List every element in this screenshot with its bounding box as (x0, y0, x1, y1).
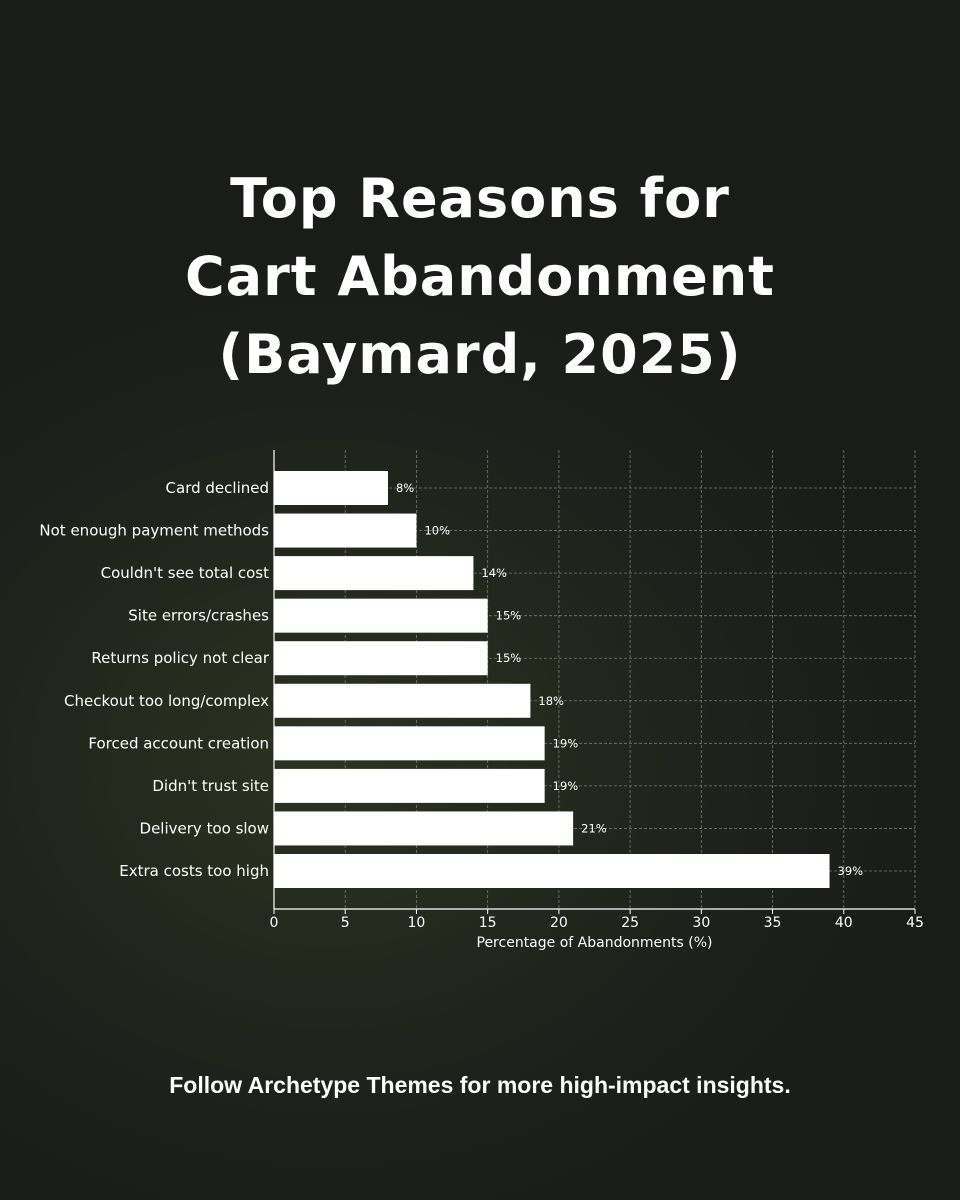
bar (274, 641, 488, 676)
category-label: Couldn't see total cost (101, 564, 269, 582)
data-label: 10% (424, 524, 450, 538)
bar (274, 683, 531, 718)
bar (274, 556, 474, 591)
x-tick-label: 0 (270, 915, 279, 931)
category-label: Delivery too slow (140, 819, 269, 837)
bar (274, 726, 545, 761)
bar (274, 811, 574, 846)
title-line-3: (Baymard, 2025) (218, 323, 742, 386)
x-tick-label: 25 (621, 915, 639, 931)
x-tick-label: 40 (835, 915, 853, 931)
footer-cta: Follow Archetype Themes for more high-im… (169, 1072, 791, 1098)
data-label: 15% (496, 651, 522, 665)
category-label: Card declined (166, 479, 269, 497)
data-label: 8% (396, 481, 414, 495)
bar (274, 471, 388, 505)
data-label: 19% (553, 779, 579, 793)
data-label: 14% (481, 566, 507, 580)
x-tick-label: 30 (692, 915, 710, 931)
category-label: Site errors/crashes (128, 607, 269, 625)
category-label: Forced account creation (88, 734, 269, 752)
category-label: Checkout too long/complex (64, 692, 269, 710)
x-tick-label: 15 (479, 915, 497, 931)
title-line-2: Cart Abandonment (185, 245, 775, 308)
bar (274, 513, 417, 548)
category-label: Extra costs too high (119, 862, 269, 880)
x-tick-label: 45 (906, 915, 924, 931)
data-label: 19% (553, 736, 579, 750)
bar (274, 768, 545, 803)
bar (274, 854, 830, 888)
data-label: 15% (496, 609, 522, 623)
x-tick-label: 10 (408, 915, 426, 931)
category-label: Didn't trust site (152, 777, 269, 795)
x-tick-label: 20 (550, 915, 568, 931)
page-title: Top Reasons for Cart Abandonment (Baymar… (0, 160, 960, 394)
data-label: 18% (538, 694, 564, 708)
category-label: Not enough payment methods (39, 522, 269, 540)
bar (274, 598, 488, 633)
x-axis-label: Percentage of Abandonments (%) (477, 935, 713, 951)
x-tick-label: 5 (341, 915, 350, 931)
category-label: Returns policy not clear (91, 649, 269, 667)
data-label: 39% (838, 864, 864, 878)
title-line-1: Top Reasons for (230, 167, 730, 230)
x-tick-label: 35 (764, 915, 782, 931)
data-label: 21% (581, 821, 607, 835)
